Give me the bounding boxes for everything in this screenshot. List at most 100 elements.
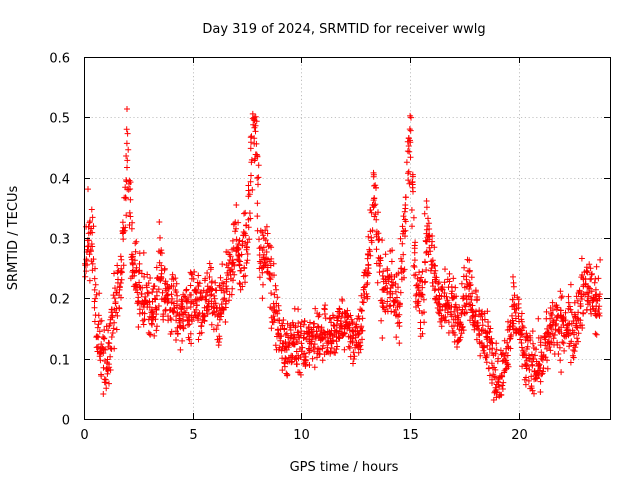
data-point: [263, 249, 270, 255]
data-point: [272, 282, 279, 289]
data-point: [401, 208, 408, 215]
data-point: [89, 243, 96, 250]
data-point: [485, 319, 491, 325]
data-point: [128, 225, 135, 232]
data-point: [95, 321, 102, 328]
data-point: [466, 257, 473, 264]
data-point: [304, 328, 310, 335]
data-point: [573, 320, 580, 327]
data-point: [98, 371, 104, 378]
data-point: [398, 258, 405, 265]
data-point: [195, 283, 202, 290]
data-point: [515, 313, 522, 320]
data-point: [92, 265, 98, 272]
data-point: [491, 364, 498, 371]
data-point: [460, 327, 467, 334]
data-point: [416, 269, 423, 276]
data-point: [100, 364, 107, 371]
data-point: [89, 214, 96, 221]
data-point: [562, 309, 569, 316]
data-point: [396, 311, 403, 318]
data-point: [100, 391, 107, 397]
data-point: [389, 290, 396, 297]
data-point: [499, 386, 506, 392]
data-point: [557, 288, 564, 295]
data-point: [94, 324, 101, 331]
data-point: [376, 236, 383, 243]
data-point: [314, 354, 320, 361]
data-point: [372, 182, 379, 189]
data-point: [141, 273, 148, 280]
data-point: [279, 320, 285, 327]
data-point: [576, 287, 583, 294]
data-point: [332, 349, 339, 356]
data-point: [454, 312, 461, 319]
data-point: [521, 351, 528, 358]
data-point: [442, 266, 448, 273]
data-point: [241, 230, 248, 237]
data-point: [375, 209, 381, 216]
data-point: [281, 363, 288, 370]
data-point: [435, 280, 441, 287]
data-point: [123, 212, 130, 219]
data-point: [402, 194, 409, 201]
data-point: [131, 257, 138, 264]
data-point: [111, 345, 118, 352]
data-point: [132, 281, 139, 288]
data-point: [510, 273, 516, 280]
data-point: [408, 114, 414, 121]
data-point: [257, 227, 264, 234]
data-point: [91, 298, 98, 305]
data-point: [525, 377, 532, 384]
data-point: [547, 315, 554, 322]
data-point: [124, 164, 130, 171]
data-point: [378, 317, 385, 324]
data-point: [113, 289, 120, 296]
data-point: [344, 307, 351, 314]
data-point: [236, 262, 243, 269]
data-point: [238, 267, 245, 274]
data-point: [147, 331, 154, 338]
data-point: [596, 303, 603, 310]
data-point: [399, 240, 406, 247]
data-point: [392, 288, 399, 295]
data-point: [452, 284, 459, 291]
data-point: [306, 362, 313, 368]
data-point: [405, 170, 411, 177]
data-point: [349, 338, 356, 345]
data-point: [535, 315, 542, 322]
data-point: [119, 269, 125, 276]
data-point: [243, 243, 250, 250]
data-point: [110, 292, 117, 299]
data-point: [170, 283, 177, 290]
data-point: [133, 264, 140, 271]
data-point: [571, 348, 578, 355]
data-point: [396, 303, 403, 310]
data-point: [453, 293, 460, 300]
data-point: [153, 264, 160, 271]
data-point: [219, 279, 226, 286]
data-point: [392, 280, 399, 287]
data-point: [433, 274, 440, 281]
y-tick-label: 0.6: [49, 52, 70, 67]
data-point: [244, 257, 251, 264]
data-point: [379, 300, 386, 307]
data-point: [133, 268, 139, 274]
data-point: [262, 227, 269, 234]
y-tick-label: 0.2: [49, 293, 70, 308]
data-point: [397, 235, 404, 242]
data-point: [501, 353, 508, 360]
data-point: [98, 317, 105, 324]
data-point: [112, 309, 119, 316]
data-point: [486, 328, 493, 335]
data-point: [213, 326, 220, 333]
data-point: [295, 320, 302, 327]
data-point: [158, 250, 165, 257]
data-point: [91, 318, 98, 325]
data-point: [177, 346, 184, 353]
data-point: [466, 282, 473, 289]
data-point: [149, 308, 156, 315]
data-point: [158, 270, 165, 277]
data-point: [207, 266, 214, 273]
data-point: [549, 299, 556, 306]
